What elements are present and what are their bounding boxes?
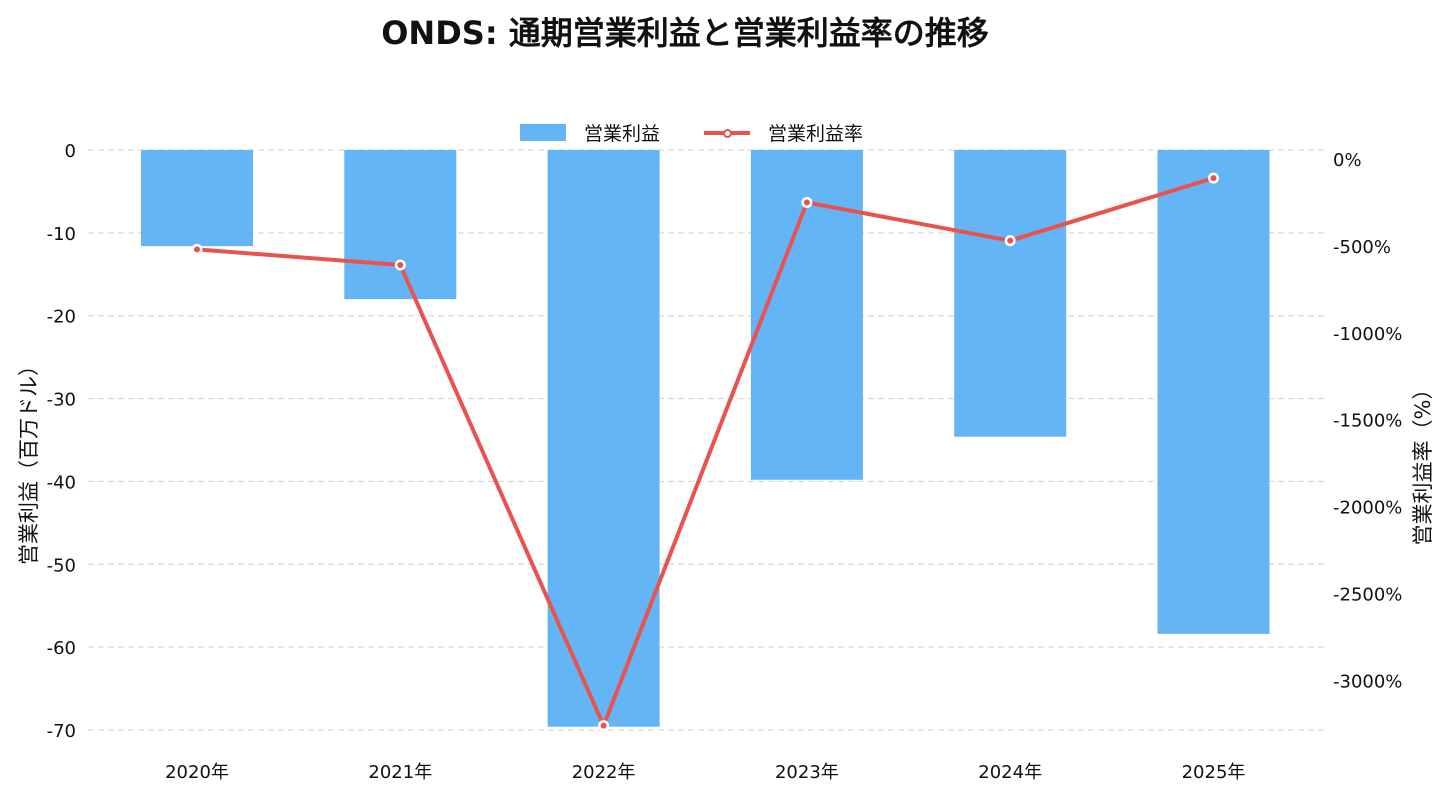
y-right-tick-label: -1000%	[1333, 324, 1402, 345]
bar	[954, 150, 1067, 437]
margin-point	[803, 199, 810, 206]
bar	[344, 150, 457, 300]
margin-point	[397, 262, 404, 269]
x-tick-label: 2024年	[978, 762, 1042, 783]
y-tick-label: -30	[47, 390, 76, 411]
y-tick-label: -50	[47, 555, 76, 576]
legend-swatch-bar	[520, 123, 566, 141]
y-right-tick-label: -1500%	[1333, 411, 1402, 432]
legend-item-operating-margin: 営業利益率	[704, 119, 863, 146]
legend-label-operating-margin: 営業利益率	[768, 122, 864, 145]
chart-title: ONDS: 通期営業利益と営業利益率の推移	[381, 14, 989, 52]
legend-label-operating-income: 営業利益	[584, 122, 661, 145]
y-tick-label: -10	[47, 224, 76, 245]
x-tick-label: 2025年	[1182, 762, 1246, 783]
margin-point	[194, 246, 200, 253]
y-right-tick-label: 0%	[1333, 150, 1362, 171]
x-tick-label: 2023年	[775, 762, 839, 783]
margin-point	[1007, 237, 1014, 244]
bar	[141, 150, 253, 247]
y-tick-label: -60	[47, 638, 76, 659]
x-tick-label: 2021年	[368, 762, 432, 783]
y-right-tick-label: -2500%	[1333, 585, 1402, 606]
margin-point	[1210, 175, 1217, 182]
y-tick-label: -40	[47, 472, 76, 493]
y-axis-label: 営業利益（百万ドル）	[17, 355, 41, 565]
y-right-tick-label: -3000%	[1333, 671, 1402, 692]
legend-swatch-line	[704, 124, 751, 141]
y-tick-label: 0	[65, 141, 76, 162]
legend-item-operating-income: 営業利益	[520, 119, 660, 146]
bar	[1157, 150, 1270, 634]
y-right-tick-label: -2000%	[1333, 498, 1402, 519]
x-tick-label: 2020年	[165, 762, 229, 783]
y-tick-label: -70	[47, 721, 76, 742]
y-right-tick-label: -500%	[1333, 237, 1391, 258]
x-tick-label: 2022年	[572, 762, 636, 783]
y-axis-label-right: 営業利益率（%）	[1411, 379, 1435, 546]
y-tick-label: -20	[47, 307, 76, 328]
legend: 営業利益 営業利益率	[520, 118, 907, 146]
margin-point	[600, 722, 607, 729]
margin-line	[196, 176, 1215, 728]
